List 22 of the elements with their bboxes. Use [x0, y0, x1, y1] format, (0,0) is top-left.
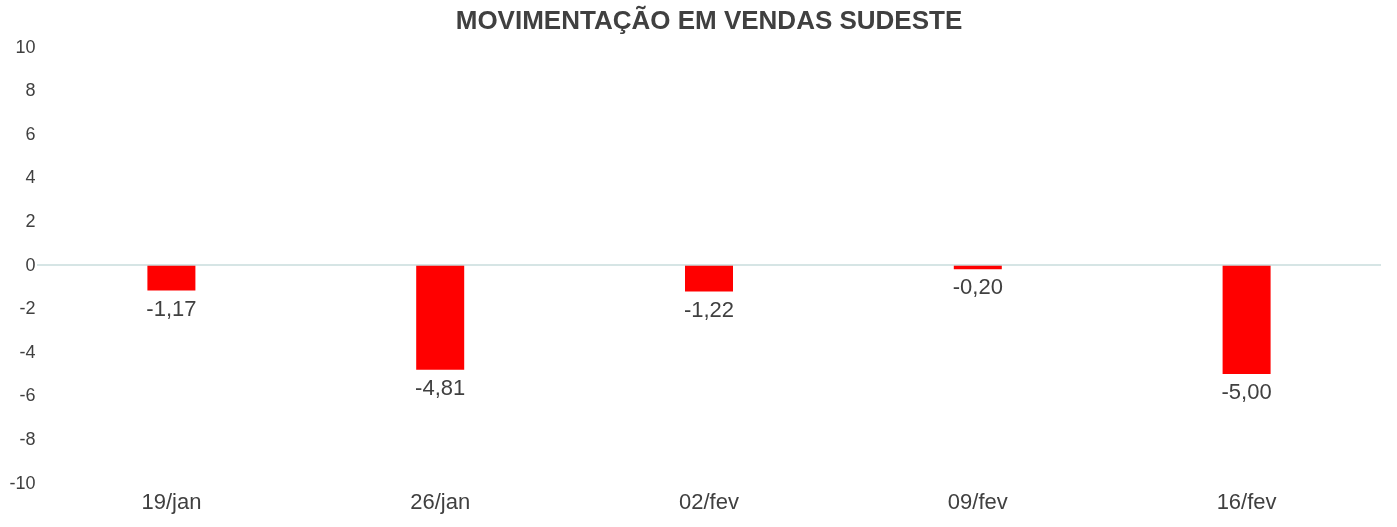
y-tick-label: -6: [19, 385, 36, 406]
y-tick-label: 2: [25, 210, 36, 231]
x-tick-label: 19/jan: [141, 488, 202, 514]
text: -4,81: [415, 374, 466, 400]
x-tick-label: 09/fev: [947, 488, 1008, 514]
y-tick-label: 8: [25, 80, 36, 101]
y-tick-label: 6: [25, 123, 36, 144]
text: -1,22: [683, 296, 735, 322]
text: -0,20: [952, 274, 1003, 300]
y-tick-label: 0: [25, 254, 36, 275]
x-tick-label: 02/fev: [679, 488, 739, 514]
y-tick-label: -4: [19, 341, 36, 362]
chart-title: MOVIMENTAÇÃO EM VENDAS SUDESTE: [455, 5, 963, 35]
y-tick-label: -2: [19, 298, 36, 319]
x-tick-label: 26/jan: [410, 488, 471, 514]
text: -1,17: [146, 295, 197, 321]
text: -5,00: [1221, 379, 1272, 404]
y-tick-label: 10: [15, 36, 36, 57]
y-tick-label: -10: [9, 472, 36, 493]
y-tick-label: 4: [25, 167, 36, 188]
y-tick-label: -8: [19, 428, 36, 449]
x-tick-label: 16/fev: [1216, 488, 1277, 514]
